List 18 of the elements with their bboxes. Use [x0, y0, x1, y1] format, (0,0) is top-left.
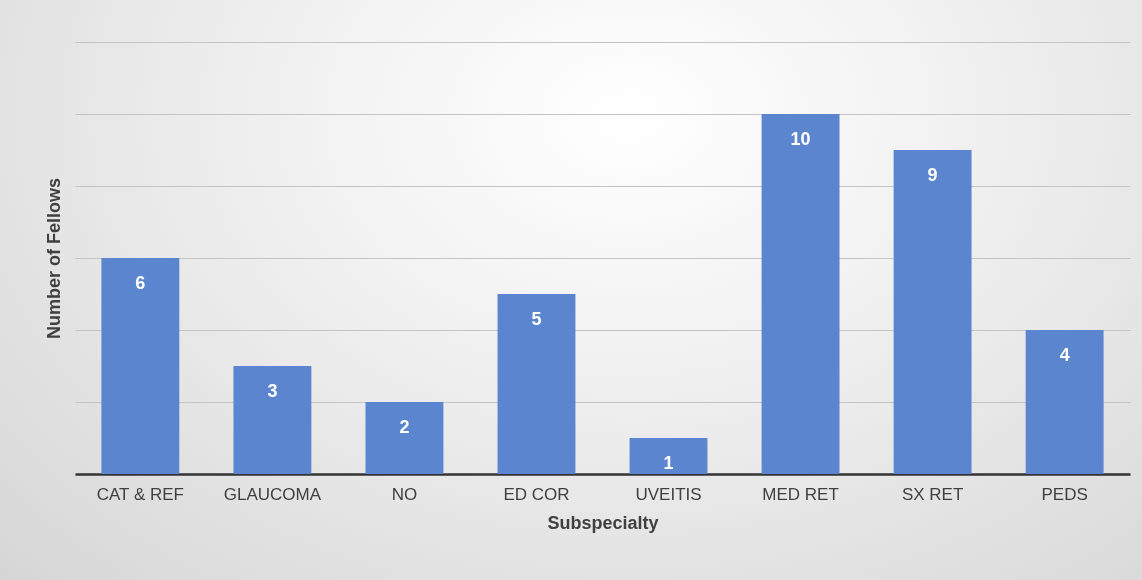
x-tick-label: ED COR [503, 484, 570, 504]
data-label: 1 [663, 453, 674, 473]
data-label: 2 [399, 417, 410, 437]
x-tick-label: GLAUCOMA [223, 484, 322, 504]
x-tick-label: UVEITIS [635, 484, 702, 504]
x-axis-title: Subspecialty [547, 512, 659, 533]
x-tick-label: MED RET [762, 484, 839, 504]
data-label: 5 [531, 309, 542, 329]
data-label: 6 [135, 273, 146, 293]
data-label: 4 [1059, 345, 1070, 365]
x-tick-label: NO [391, 484, 418, 504]
data-label: 3 [267, 381, 278, 401]
data-label: 10 [790, 129, 811, 149]
data-label: 9 [927, 165, 938, 185]
y-axis-title: Number of Fellows [43, 177, 64, 340]
x-tick-label: CAT & REF [96, 484, 184, 504]
x-tick-label: SX RET [901, 484, 964, 504]
x-tick-label: PEDS [1041, 484, 1088, 504]
